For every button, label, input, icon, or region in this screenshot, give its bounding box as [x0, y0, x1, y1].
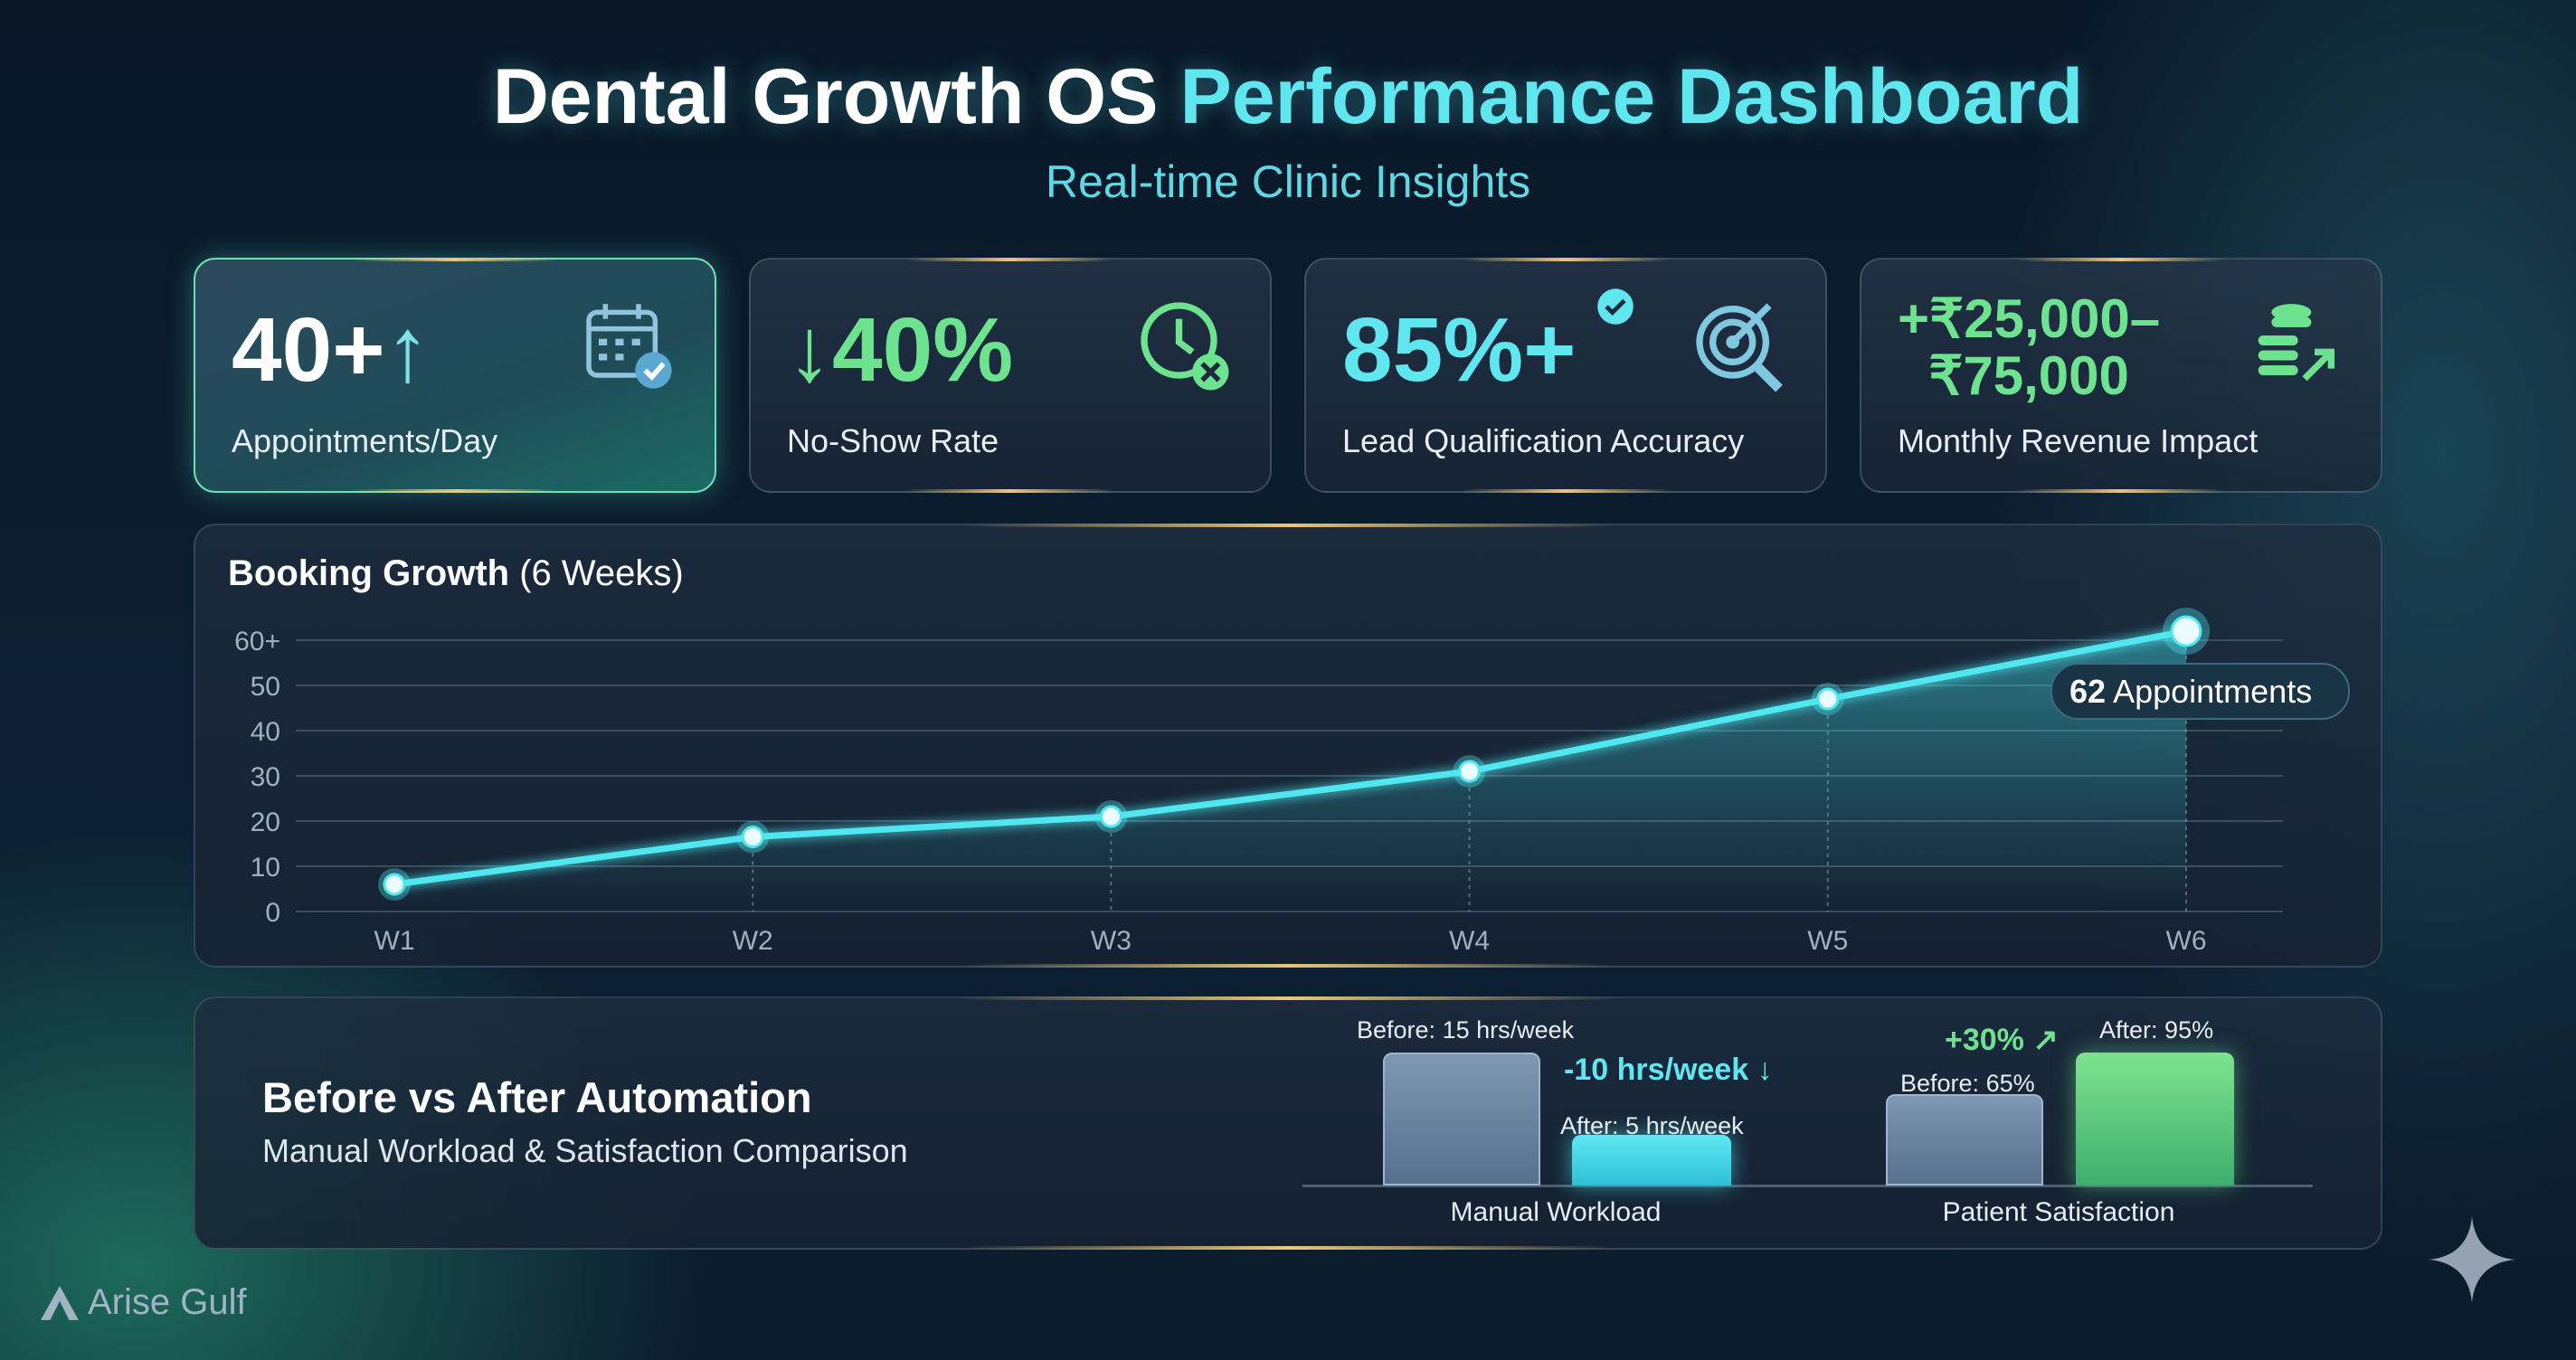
- clock-x-icon: [1141, 302, 1229, 391]
- kpi-value: 85%+: [1342, 299, 1577, 401]
- kpi-card-revenue[interactable]: +₹25,000– ₹75,000 Monthly Revenue Impact: [1860, 258, 2382, 493]
- y-tick-label: 30: [251, 762, 280, 792]
- satisfaction-after-label: After: 95%: [2099, 1016, 2214, 1044]
- data-point: [1458, 760, 1482, 783]
- x-tick-label: W1: [374, 926, 415, 956]
- workload-delta: -10 hrs/week ↓: [1564, 1053, 1773, 1087]
- kpi-card-no-show[interactable]: ↓40% No-Show Rate: [749, 258, 1272, 493]
- brand-name: Arise Gulf: [88, 1282, 247, 1322]
- comparison-title: Before vs After Automation: [262, 1073, 812, 1121]
- workload-after-label: After: 5 hrs/week: [1560, 1112, 1744, 1139]
- kpi-value: ↓40%: [787, 299, 1014, 401]
- area-fill: [394, 631, 2186, 911]
- kpi-label: Lead Qualification Accuracy: [1342, 422, 1745, 459]
- x-tick-label: W3: [1091, 926, 1132, 956]
- kpi-label: Appointments/Day: [232, 422, 498, 459]
- y-tick-label: 50: [251, 672, 280, 702]
- kpi-label: No-Show Rate: [787, 422, 999, 459]
- x-tick-label: W4: [1449, 926, 1490, 956]
- satisfaction-delta: +30% ↗: [1945, 1023, 2059, 1057]
- check-badge-icon: [1597, 288, 1634, 325]
- title-part2: Performance Dashboard: [1179, 53, 2084, 140]
- x-tick-label: W5: [1807, 926, 1848, 956]
- group-label-satisfaction: Patient Satisfaction: [1942, 1197, 2175, 1227]
- chart-title: Booking Growth (6 Weeks): [228, 553, 684, 593]
- satisfaction-before-label: Before: 65%: [1900, 1070, 2035, 1097]
- kpi-value-line2: ₹75,000: [1928, 345, 2129, 406]
- brand-logo: Arise Gulf: [41, 1282, 247, 1323]
- kpi-value: 40+↑: [232, 299, 431, 401]
- sparkle-icon: [2429, 1216, 2515, 1303]
- kpi-value: +₹25,000– ₹75,000: [1898, 290, 2160, 404]
- comparison-subtitle: Manual Workload & Satisfaction Compariso…: [262, 1132, 908, 1169]
- x-tick-label: W6: [2166, 926, 2207, 956]
- down-arrow-icon: ↓: [787, 299, 832, 401]
- page-title: Dental Growth OS Performance Dashboard: [0, 52, 2576, 142]
- bar-satisfaction-after: [2076, 1053, 2234, 1185]
- page-subtitle: Real-time Clinic Insights: [1045, 156, 1531, 207]
- y-tick-label: 0: [265, 898, 280, 928]
- annotation-label: 62 Appointments: [2069, 673, 2312, 710]
- coins-growth-icon: [2258, 304, 2334, 382]
- title-part1: Dental Growth OS: [492, 53, 1159, 140]
- workload-before-label: Before: 15 hrs/week: [1357, 1016, 1575, 1044]
- x-tick-label: W2: [733, 926, 773, 956]
- data-point: [741, 826, 764, 848]
- bar-baseline: [1302, 1185, 2313, 1187]
- y-tick-label: 60+: [234, 627, 280, 656]
- bar-workload-after: [1572, 1135, 1731, 1185]
- kpi-label: Monthly Revenue Impact: [1898, 422, 2259, 459]
- y-tick-label: 10: [251, 853, 280, 883]
- kpi-value-line1: +₹25,000–: [1898, 288, 2161, 349]
- up-arrow-icon: ↑: [384, 299, 431, 401]
- bar-satisfaction-before: [1886, 1094, 2043, 1185]
- target-search-icon: [1696, 303, 1783, 392]
- group-label-workload: Manual Workload: [1450, 1197, 1662, 1227]
- data-point: [2170, 615, 2202, 647]
- data-point: [383, 873, 406, 896]
- series-line: [393, 628, 2187, 888]
- y-tick-label: 20: [251, 808, 280, 837]
- data-point: [1816, 687, 1840, 711]
- kpi-card-lead-accuracy[interactable]: 85%+ Lead Qualification Accuracy: [1304, 258, 1827, 493]
- bar-workload-before: [1383, 1053, 1540, 1185]
- annotation-pill: [2050, 663, 2350, 720]
- data-point: [1099, 805, 1122, 828]
- y-tick-label: 40: [251, 717, 280, 747]
- kpi-card-appointments[interactable]: 40+↑ Appointments/Day: [194, 258, 716, 493]
- calendar-check-icon: [586, 304, 672, 389]
- logo-mark-icon: [41, 1285, 79, 1320]
